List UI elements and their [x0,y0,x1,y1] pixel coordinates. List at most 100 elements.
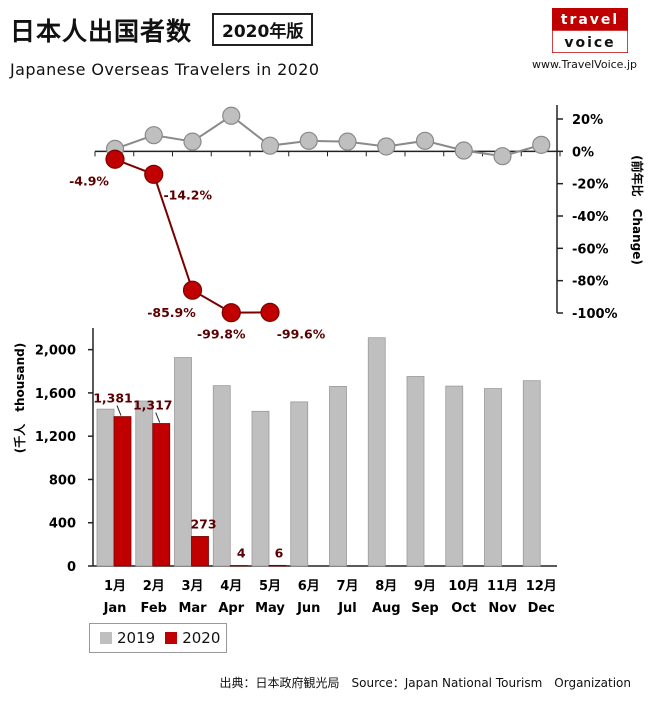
line-point-2020 [260,302,280,322]
line-point-2019 [454,141,473,160]
x-tick-label-jp: 4月 [220,579,242,594]
bar-data-label-2020: 4 [237,546,246,561]
bar-data-label-2020: 6 [275,545,284,560]
bar-2019 [522,380,541,567]
legend-swatch-2019 [100,632,112,644]
x-tick-label-en: Dec [528,601,555,616]
line-y-tick-label: -20% [572,178,609,193]
line-series-2019 [114,114,542,158]
x-tick-label-en: Aug [372,601,401,616]
website-url: www.TravelVoice.jp [532,58,637,71]
x-tick-label-jp: 5月 [259,579,281,594]
line-y-tick-label: 20% [572,113,603,128]
line-y-tick-label: -100% [572,307,618,322]
bar-2020 [152,423,171,567]
legend-swatch-2020 [165,632,178,644]
x-tick-label-jp: 2月 [143,579,165,594]
line-y-tick-label: -60% [572,242,609,257]
x-tick-label-en: Jan [103,601,127,616]
line-point-2019 [532,135,551,154]
line-y-axis-label: (前年比 Change) [630,155,645,265]
bar-label-leader [155,412,161,423]
x-tick-label-jp: 8月 [375,579,397,594]
x-tick-label-en: May [255,601,285,616]
line-point-2019 [493,147,512,166]
line-point-2019 [183,132,202,151]
x-tick-label-jp: 1月 [104,579,126,594]
line-point-2020 [221,303,241,323]
source-note: 出典：日本政府観光局 Source：Japan National Tourism… [219,676,631,690]
bar-2019 [135,400,154,567]
bar-y-tick-label: 2,000 [35,344,76,359]
legend-item-2020: 2020 [165,629,220,647]
line-data-label-2020: -14.2% [163,187,212,202]
legend-label-2019: 2019 [117,629,156,647]
x-tick-label-jp: 10月 [448,579,479,594]
bar-2020 [268,564,287,567]
line-data-label-2020: -85.9% [147,305,196,320]
x-tick-label-en: Nov [488,601,517,616]
line-point-2020 [182,280,203,300]
x-tick-label-en: Apr [218,601,244,616]
line-y-tick-label: 0% [572,145,594,160]
bar-y-tick-label: 1,600 [35,387,76,402]
bar-2019 [445,385,464,567]
bar-2019 [367,337,386,567]
line-data-label-2020: -99.8% [197,327,246,342]
bar-2019 [329,386,347,567]
x-tick-label-jp: 7月 [336,579,358,594]
bar-2019 [174,357,192,567]
x-tick-label-en: Jun [296,601,320,616]
chart-title: 日本人出国者数 [10,17,193,46]
bar-y-tick-label: 400 [49,517,76,532]
bar-y-tick-label: 1,200 [35,430,76,445]
x-tick-label-jp: 12月 [526,579,557,594]
x-tick-label-jp: 11月 [487,579,518,594]
line-point-2019 [377,137,396,156]
line-point-2019 [260,136,280,155]
bar-2019 [212,385,231,567]
year-badge: 2020年版 [212,13,314,46]
x-tick-label-en: Mar [178,601,207,616]
line-y-tick-label: -80% [572,275,609,290]
legend: 2019 2020 [89,623,227,653]
bar-y-tick-label: 0 [67,560,76,575]
line-point-2019 [222,106,241,125]
line-point-2019 [415,131,435,150]
bar-y-axis-label: (千人 thousand) [12,343,27,453]
x-tick-label-jp: 6月 [298,579,320,594]
line-data-label-2020: -4.9% [69,173,109,188]
svg-text:travel: travel [561,12,619,28]
legend-label-2020: 2020 [182,629,221,647]
line-point-2020 [144,164,164,184]
x-tick-label-en: Sep [411,601,439,616]
svg-text:voice: voice [564,35,615,51]
bar-2019 [96,408,115,567]
bar-data-label-2020: 1,317 [133,398,173,413]
bar-2019 [484,388,502,567]
bar-2020 [191,536,209,567]
line-data-label-2020: -99.6% [277,326,326,341]
bar-2019 [251,410,270,567]
bar-2020 [113,416,132,567]
line-y-tick-label: -40% [572,210,609,225]
x-tick-label-jp: 9月 [414,579,436,594]
bar-label-leader [116,405,122,416]
line-point-2019 [338,132,357,151]
x-tick-label-en: Oct [451,601,476,616]
chart-subtitle: Japanese Overseas Travelers in 2020 [10,60,320,79]
bar-data-label-2020: 273 [190,516,216,531]
bar-2019 [290,401,309,567]
travelvoice-logo: travel voice [552,8,628,53]
legend-item-2019: 2019 [100,629,155,647]
x-tick-label-en: Feb [141,601,167,616]
bar-y-tick-label: 800 [49,473,76,488]
line-point-2019 [144,126,163,145]
x-tick-label-en: Jul [337,601,357,616]
x-tick-label-jp: 3月 [181,579,203,594]
line-point-2019 [299,131,318,150]
bar-2019 [406,376,425,567]
bar-data-label-2020: 1,381 [93,391,133,406]
line-point-2020 [105,149,125,169]
